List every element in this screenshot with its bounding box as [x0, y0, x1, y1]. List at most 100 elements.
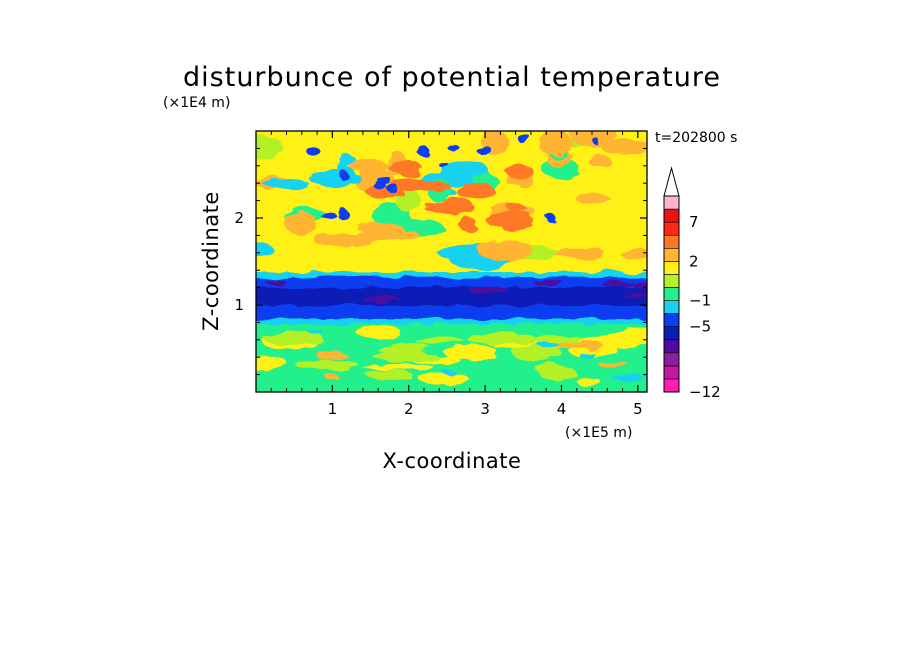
- eddy: [416, 145, 429, 157]
- x-tick-label: 1: [328, 400, 338, 418]
- lower-streak: [366, 370, 414, 381]
- lower-patch: [315, 352, 350, 359]
- lower-streak: [373, 351, 440, 363]
- upper-blob: [284, 211, 317, 235]
- warm-blob: [506, 164, 534, 179]
- colorbar-extend-arrow: [663, 166, 680, 197]
- upper-blob: [538, 131, 573, 156]
- warm-blob: [455, 182, 495, 198]
- band-core-patch: [371, 295, 391, 304]
- eddy: [321, 211, 337, 221]
- colorbar-swatch: [663, 261, 680, 275]
- lower-streak: [417, 372, 469, 384]
- upper-blob: [588, 154, 611, 168]
- lower-streak: [263, 331, 324, 346]
- colorbar-swatch: [663, 208, 680, 223]
- x-tick-label: 2: [404, 400, 414, 418]
- upper-blob: [308, 170, 362, 187]
- colorbar-swatch: [663, 274, 680, 288]
- eddy: [545, 213, 556, 222]
- warm-blob: [423, 203, 468, 213]
- lower-patch: [610, 373, 642, 381]
- eddy: [337, 209, 349, 220]
- upper-blob: [570, 131, 618, 148]
- colorbar-swatch: [663, 365, 680, 380]
- contour-field: [256, 131, 647, 392]
- upper-blob: [262, 178, 310, 189]
- x-tick-label: 5: [633, 400, 643, 418]
- lower-streak: [608, 327, 647, 344]
- upper-blob: [574, 193, 611, 204]
- lower-streak: [394, 342, 428, 349]
- x-axis-label: X-coordinate: [383, 449, 522, 473]
- colorbar-swatch: [663, 221, 680, 236]
- colorbar-swatch: [663, 195, 680, 210]
- eddy: [517, 132, 530, 144]
- eddy: [306, 146, 320, 156]
- warm-blob: [501, 217, 532, 234]
- lower-streak: [356, 325, 402, 340]
- upper-blob: [621, 249, 647, 261]
- colorbar-swatch: [663, 287, 680, 301]
- x-scale-label: (×1E5 m): [565, 425, 632, 441]
- eddy: [340, 171, 349, 182]
- colorbar-tick-label: −5: [689, 318, 711, 336]
- lower-patch: [441, 369, 457, 375]
- eddy: [448, 144, 460, 152]
- colorbar-swatch: [663, 300, 680, 314]
- colorbar-swatch: [663, 378, 680, 393]
- colorbar-swatch: [663, 247, 680, 262]
- y-axis-label: Z-coordinate: [199, 191, 223, 331]
- lower-streak: [512, 343, 562, 362]
- warm-blob: [457, 216, 476, 231]
- eddy: [377, 176, 392, 183]
- colorbar-swatch: [663, 339, 680, 354]
- band-core-patch: [532, 279, 563, 286]
- lower-streak: [576, 375, 601, 387]
- upper-blob: [477, 239, 534, 262]
- upper-blob: [601, 139, 647, 155]
- band-core-patch: [624, 293, 647, 299]
- colorbar-swatch: [663, 234, 680, 249]
- upper-blob: [312, 234, 371, 247]
- lower-patch: [597, 361, 629, 368]
- colorbar-swatch: [663, 313, 680, 327]
- upper-blob: [347, 158, 390, 173]
- y-ticks: 12: [234, 147, 647, 376]
- x-tick-label: 3: [480, 400, 490, 418]
- lower-streak: [535, 362, 567, 375]
- upper-blob: [357, 229, 420, 242]
- dark-blue-core: [256, 287, 647, 305]
- lower-patch: [537, 342, 560, 348]
- lower-patch: [308, 330, 326, 335]
- eddy: [373, 180, 386, 190]
- lower-streak: [256, 354, 288, 372]
- lower-streak: [295, 359, 359, 370]
- time-label: t=202800 s: [655, 130, 737, 146]
- colorbar-tick-label: −12: [689, 383, 721, 401]
- eddy: [386, 182, 398, 193]
- warm-blob: [416, 180, 450, 192]
- lower-patch: [325, 374, 339, 380]
- eddy: [475, 145, 492, 155]
- upper-blob: [256, 135, 284, 160]
- x-tick-label: 4: [557, 400, 567, 418]
- plot-frame: [255, 130, 648, 393]
- warm-blob: [486, 213, 506, 227]
- lower-streak: [443, 344, 498, 360]
- upper-blob: [554, 248, 606, 258]
- colorbar-frame: [663, 195, 680, 393]
- x-ticks: 1 2 3 4 5: [270, 131, 643, 418]
- band-core-patch: [601, 281, 636, 288]
- upper-blob: [336, 153, 358, 176]
- upper-blob: [256, 241, 274, 259]
- band-core-patch: [265, 279, 287, 286]
- colorbar-swatch: [663, 352, 680, 367]
- colorbar: −12−5−127: [663, 166, 721, 401]
- lower-streak: [466, 333, 537, 346]
- lower-streak: [413, 336, 464, 343]
- y-tick-label: 1: [234, 296, 244, 314]
- lower-patch: [567, 341, 603, 349]
- upper-blob: [396, 189, 422, 213]
